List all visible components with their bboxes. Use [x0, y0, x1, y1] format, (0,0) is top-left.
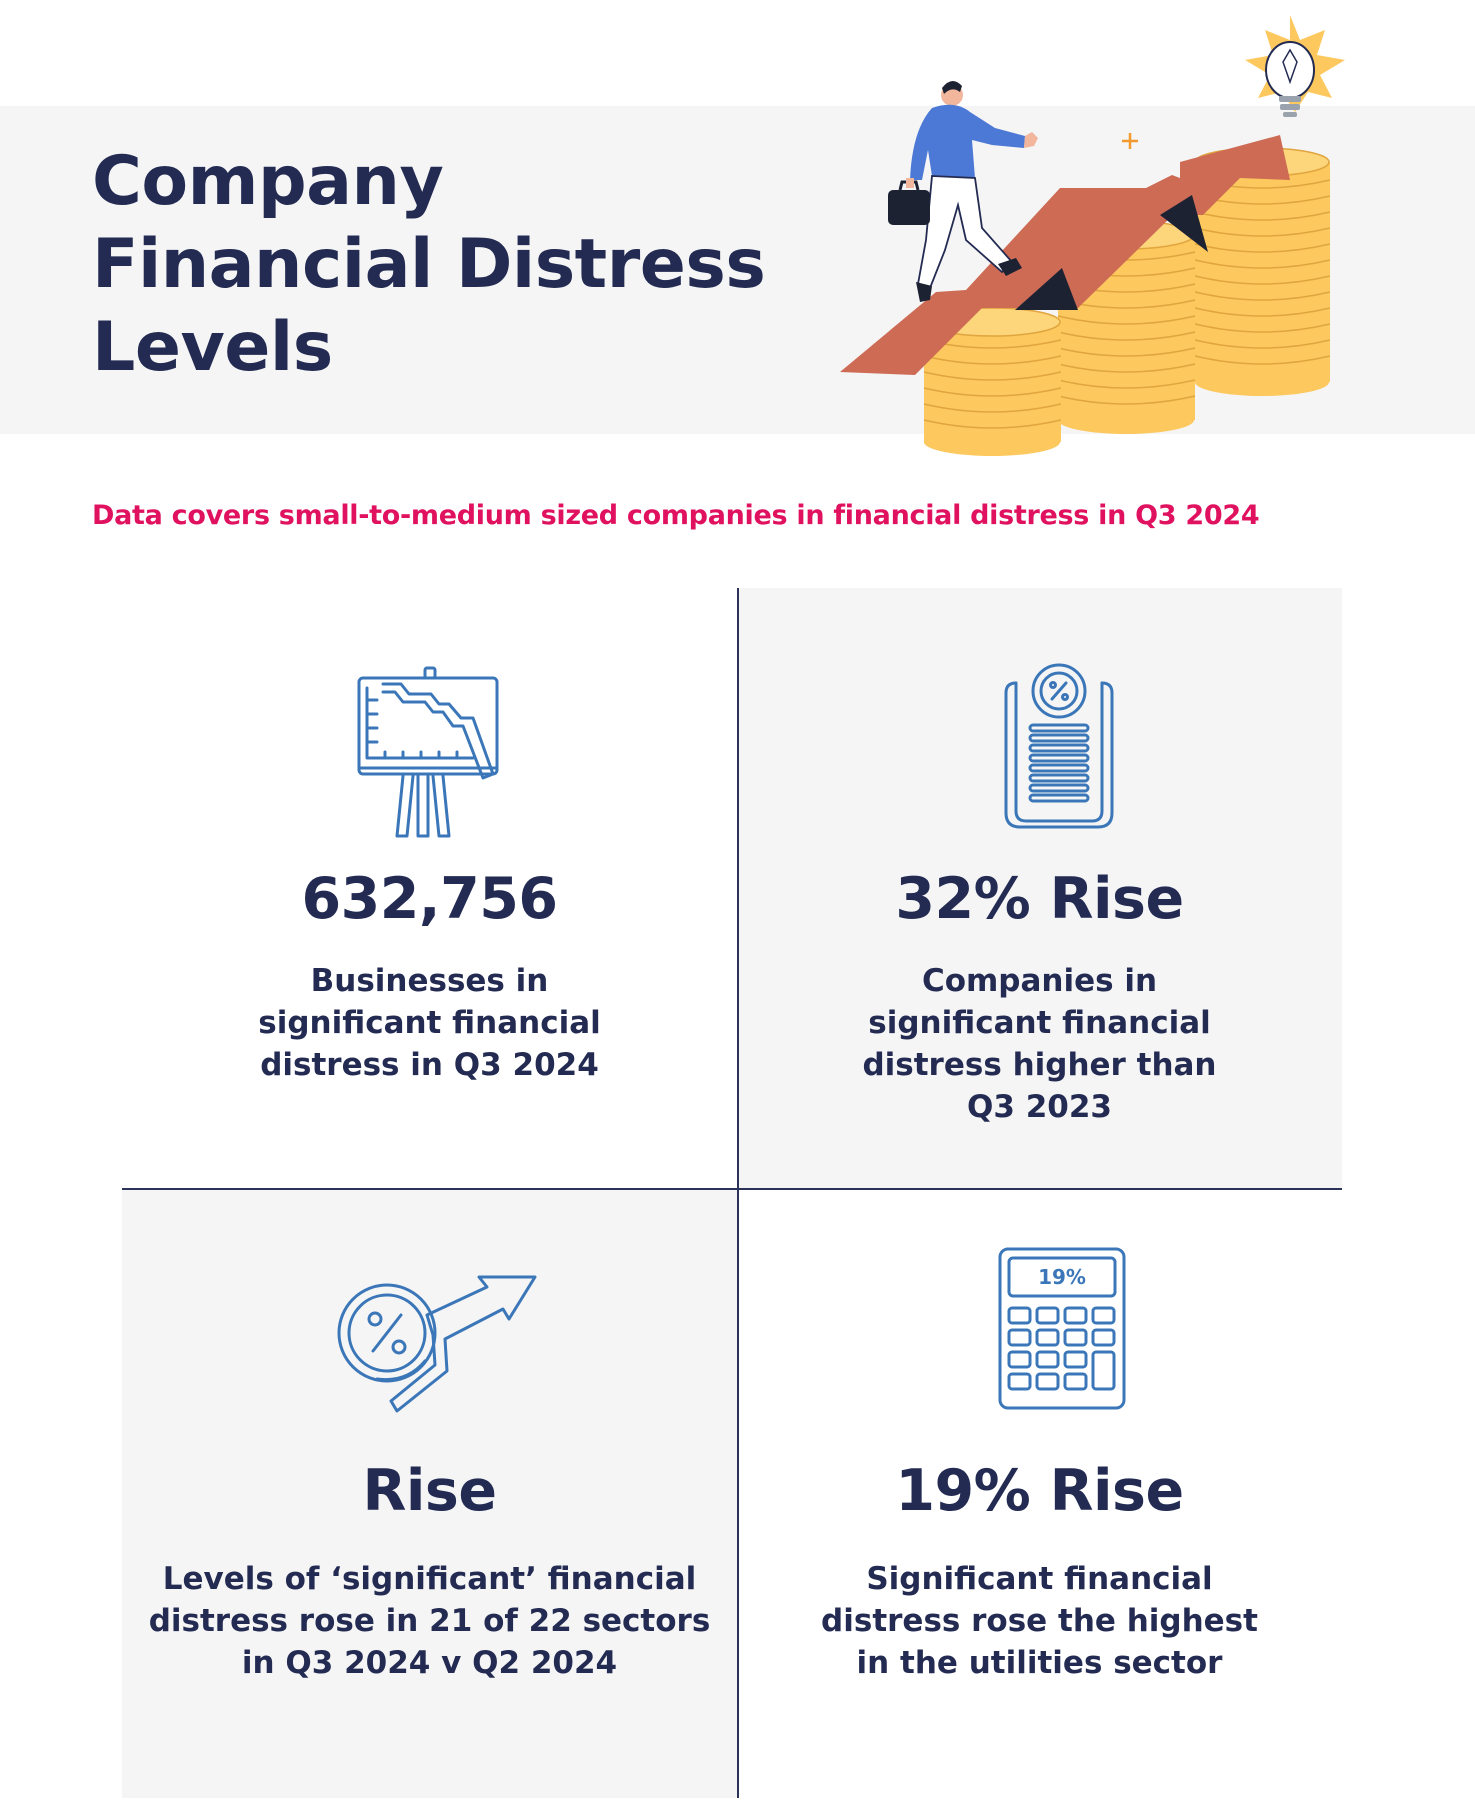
stat-description: Businesses in significant financial dist… — [122, 960, 737, 1086]
percent-rising-arrow-icon — [337, 1275, 537, 1413]
percent-document-icon — [1004, 663, 1114, 829]
page-title-line: Financial Distress — [92, 225, 766, 304]
stat-description-line: Levels of ‘significant’ financial — [162, 1561, 697, 1597]
page-title-line: Levels — [92, 308, 333, 387]
stat-description-line: significant financial — [868, 1005, 1211, 1041]
stat-description-line: Q3 2023 — [967, 1089, 1112, 1125]
stat-description-line: significant financial — [258, 1005, 601, 1041]
sparkle-icon — [1122, 133, 1138, 149]
horizontal-divider — [122, 1188, 1342, 1190]
stat-description-line: distress in Q3 2024 — [260, 1047, 599, 1083]
stat-description-line: distress rose the highest — [821, 1603, 1258, 1639]
vertical-divider — [737, 588, 739, 1798]
page-title: Company Financial Distress Levels — [92, 140, 766, 389]
stat-description-line: distress rose in 21 of 22 sectors — [148, 1603, 711, 1639]
stat-card: 32% Rise Companies in significant financ… — [737, 588, 1342, 1188]
stat-description-line: Significant financial — [866, 1561, 1213, 1597]
stat-card: 19% 19% Rise Significant financial distr… — [737, 1188, 1342, 1798]
stat-description: Significant financial distress rose the … — [737, 1558, 1342, 1684]
business-person-icon — [888, 80, 1038, 302]
growth-illustration — [840, 15, 1345, 456]
stat-value: Rise — [362, 1458, 497, 1524]
stat-card: Rise Levels of ‘significant’ financial d… — [122, 1188, 737, 1798]
stat-description-line: Businesses in — [310, 963, 549, 999]
data-coverage-note: Data covers small-to-medium sized compan… — [92, 500, 1260, 531]
stat-description-line: in the utilities sector — [856, 1645, 1223, 1681]
stat-card: 632,756 Businesses in significant financ… — [122, 588, 737, 1188]
stat-value: 19% Rise — [895, 1458, 1184, 1524]
calculator-display: 19% — [1038, 1265, 1086, 1289]
stat-description: Levels of ‘significant’ financial distre… — [122, 1558, 737, 1684]
calculator-icon: 19% — [998, 1247, 1126, 1410]
page-title-line: Company — [92, 142, 444, 221]
light-bulb-icon — [1245, 15, 1345, 117]
presentation-chart-down-icon — [357, 666, 499, 838]
stat-description-line: in Q3 2024 v Q2 2024 — [241, 1645, 618, 1681]
rising-arrow-icon — [840, 135, 1290, 375]
stat-description-line: Companies in — [921, 963, 1158, 999]
stat-description: Companies in significant financial distr… — [737, 960, 1342, 1128]
stat-description-line: distress higher than — [862, 1047, 1217, 1083]
stat-value: 632,756 — [301, 866, 558, 932]
stat-value: 32% Rise — [895, 866, 1184, 932]
